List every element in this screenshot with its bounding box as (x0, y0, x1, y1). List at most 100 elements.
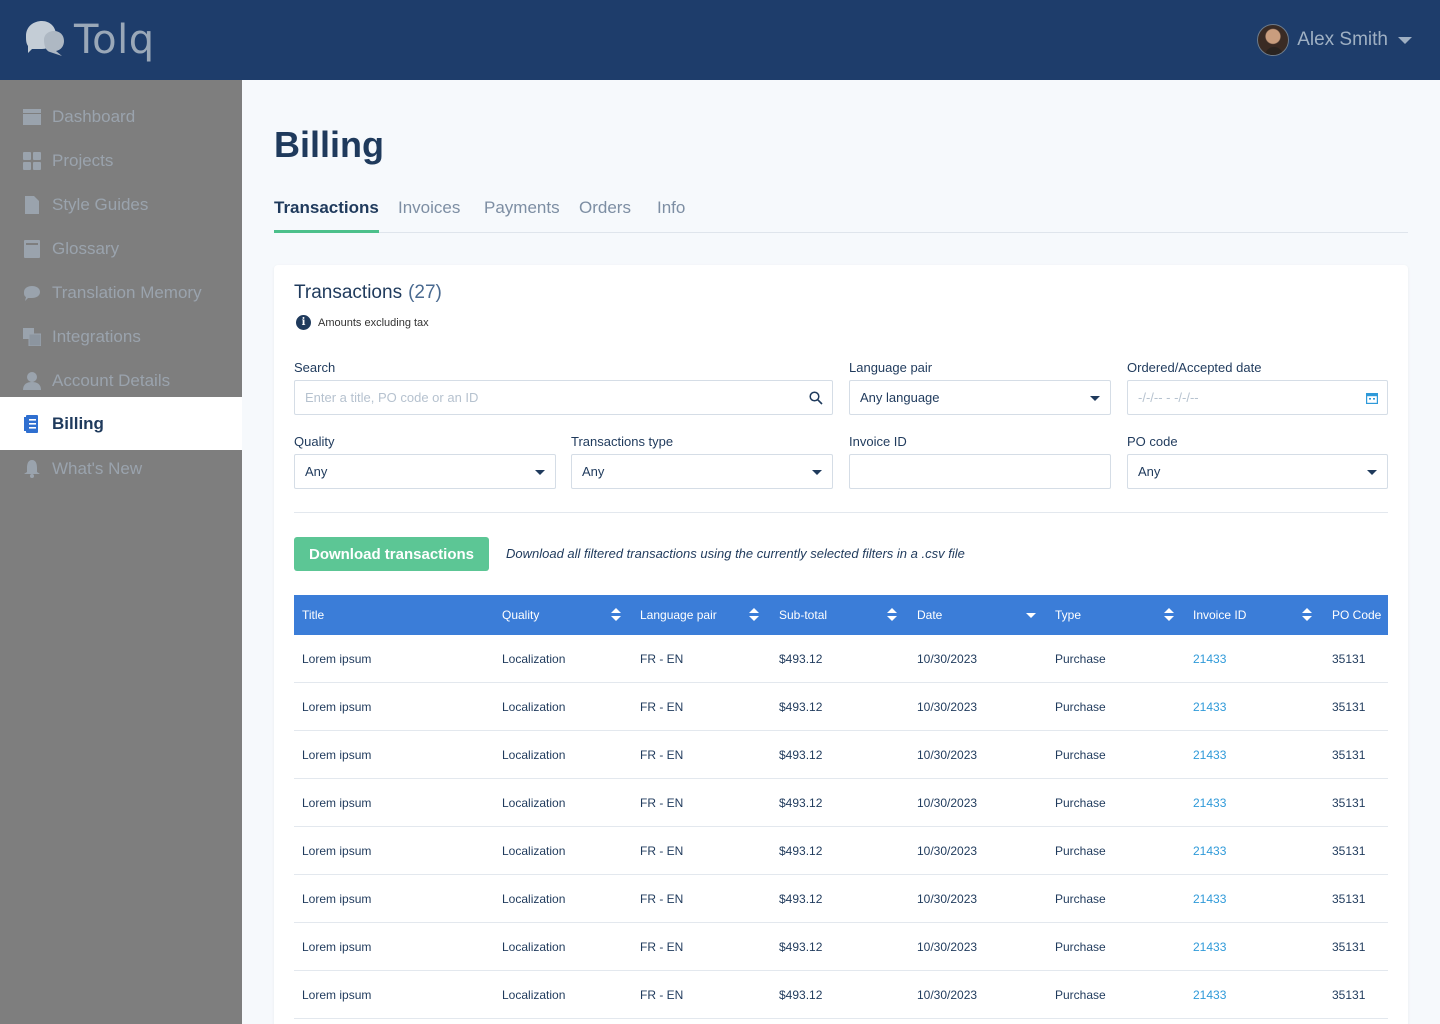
sidebar-item-projects[interactable]: Projects (0, 139, 242, 183)
cell-po-code: 35131 (1332, 844, 1366, 858)
cell-date: 10/30/2023 (917, 748, 978, 762)
date-range-input[interactable]: -/-/-- - -/-/-- (1127, 380, 1388, 415)
cell-invoice-id[interactable]: 21433 (1193, 844, 1227, 858)
column-header-subtotal[interactable]: Sub-total (779, 608, 828, 622)
cell-invoice-id[interactable]: 21433 (1193, 988, 1227, 1002)
tab-transactions[interactable]: Transactions (274, 198, 379, 233)
po-code-label: PO code (1127, 434, 1178, 449)
cell-invoice-id[interactable]: 21433 (1193, 748, 1227, 762)
sort-icon[interactable] (611, 608, 621, 622)
search-placeholder: Enter a title, PO code or an ID (305, 390, 479, 405)
column-header-invoice-id[interactable]: Invoice ID (1193, 608, 1247, 622)
cell-date: 10/30/2023 (917, 892, 978, 906)
download-transactions-button[interactable]: Download transactions (294, 537, 489, 571)
search-input[interactable]: Enter a title, PO code or an ID (294, 380, 833, 415)
transactions-count: (27) (408, 282, 442, 303)
date-label: Ordered/Accepted date (1127, 360, 1262, 375)
language-pair-label: Language pair (849, 360, 933, 375)
transactions-type-select[interactable]: Any (571, 454, 833, 489)
date-placeholder: -/-/-- - -/-/-- (1138, 390, 1199, 405)
cell-language-pair: FR - EN (640, 988, 684, 1002)
logo[interactable]: Tolq (22, 16, 155, 64)
column-header-type[interactable]: Type (1055, 608, 1082, 622)
table-row[interactable]: Lorem ipsum Localization FR - EN $493.12 10/… (294, 923, 1388, 971)
column-header-quality[interactable]: Quality (502, 608, 540, 622)
user-name: Alex Smith (1297, 29, 1388, 50)
table-row[interactable]: Lorem ipsum Localization FR - EN $493.12 10/… (294, 827, 1388, 875)
column-header-title[interactable]: Title (302, 608, 325, 622)
tab-payments[interactable]: Payments (484, 198, 560, 217)
cell-invoice-id[interactable]: 21433 (1193, 700, 1227, 714)
transactions-type-label: Transactions type (571, 434, 674, 449)
cell-po-code: 35131 (1332, 796, 1366, 810)
sidebar-item-glossary[interactable]: Glossary (0, 227, 242, 271)
tab-invoices[interactable]: Invoices (398, 198, 461, 217)
sidebar-item-account-details[interactable]: Account Details (0, 359, 242, 403)
column-header-po-code[interactable]: PO Code (1332, 608, 1382, 622)
cell-date: 10/30/2023 (917, 844, 978, 858)
sidebar-item-billing[interactable]: Billing (0, 397, 242, 450)
sidebar-item-whats-new[interactable]: What's New (0, 447, 242, 491)
cell-invoice-id[interactable]: 21433 (1193, 796, 1227, 810)
table-row[interactable]: Lorem ipsum Localization FR - EN $493.12 10/… (294, 731, 1388, 779)
sort-descending-icon[interactable] (1026, 608, 1036, 622)
main-content: Billing Transactions Invoices Payments O… (242, 80, 1440, 1024)
invoice-id-label: Invoice ID (849, 434, 907, 449)
chevron-down-icon (1367, 470, 1377, 475)
sidebar-item-translation-memory[interactable]: Translation Memory (0, 271, 242, 315)
cell-invoice-id[interactable]: 21433 (1193, 940, 1227, 954)
table-row[interactable]: Lorem ipsum Localization FR - EN $493.12 10/… (294, 971, 1388, 1019)
quality-select[interactable]: Any (294, 454, 556, 489)
calendar-icon (1366, 393, 1378, 404)
sidebar-item-style-guides[interactable]: Style Guides (0, 183, 242, 227)
cell-invoice-id[interactable]: 21433 (1193, 652, 1227, 666)
cell-date: 10/30/2023 (917, 652, 978, 666)
column-header-language-pair[interactable]: Language pair (640, 608, 717, 622)
tab-info[interactable]: Info (657, 198, 686, 217)
bell-icon (22, 459, 42, 479)
cell-po-code: 35131 (1332, 940, 1366, 954)
cell-language-pair: FR - EN (640, 892, 684, 906)
table-row[interactable]: Lorem ipsum Localization FR - EN $493.12 10/… (294, 683, 1388, 731)
sidebar-item-dashboard[interactable]: Dashboard (0, 95, 242, 139)
cell-title: Lorem ipsum (302, 844, 372, 858)
projects-icon (22, 151, 42, 171)
cell-subtotal: $493.12 (779, 700, 823, 714)
download-note: Download all filtered transactions using… (506, 546, 965, 561)
document-icon (22, 195, 42, 215)
sort-icon[interactable] (1302, 608, 1312, 622)
po-code-select[interactable]: Any (1127, 454, 1388, 489)
cell-po-code: 35131 (1332, 748, 1366, 762)
cell-quality: Localization (502, 700, 566, 714)
transactions-type-value: Any (582, 464, 605, 479)
cell-quality: Localization (502, 844, 566, 858)
cell-title: Lorem ipsum (302, 652, 372, 666)
dashboard-icon (22, 107, 42, 127)
table-row[interactable]: Lorem ipsum Localization FR - EN $493.12 10/… (294, 875, 1388, 923)
sidebar-item-label: Billing (52, 413, 104, 433)
integrations-icon (22, 327, 42, 347)
tab-orders[interactable]: Orders (579, 198, 631, 217)
cell-invoice-id[interactable]: 21433 (1193, 892, 1227, 906)
sort-icon[interactable] (749, 608, 759, 622)
cell-po-code: 35131 (1332, 652, 1366, 666)
column-header-date[interactable]: Date (917, 608, 943, 622)
sidebar-item-integrations[interactable]: Integrations (0, 315, 242, 359)
sort-icon[interactable] (887, 608, 897, 622)
sidebar-item-label: Dashboard (52, 107, 136, 126)
language-pair-select[interactable]: Any language (849, 380, 1111, 415)
cell-title: Lorem ipsum (302, 988, 372, 1002)
quality-value: Any (305, 464, 328, 479)
sidebar-item-label: Account Details (52, 371, 171, 390)
cell-language-pair: FR - EN (640, 748, 684, 762)
cell-subtotal: $493.12 (779, 652, 823, 666)
table-row[interactable]: Lorem ipsum Localization FR - EN $493.12 10/… (294, 779, 1388, 827)
cell-subtotal: $493.12 (779, 844, 823, 858)
cell-quality: Localization (502, 988, 566, 1002)
table-row[interactable]: Lorem ipsum Localization FR - EN $493.12 10/… (294, 635, 1388, 683)
user-menu[interactable]: Alex Smith (1257, 24, 1412, 56)
cell-title: Lorem ipsum (302, 940, 372, 954)
sort-icon[interactable] (1164, 608, 1174, 622)
invoice-id-input[interactable] (849, 454, 1111, 489)
transactions-title: Transactions (294, 282, 403, 303)
